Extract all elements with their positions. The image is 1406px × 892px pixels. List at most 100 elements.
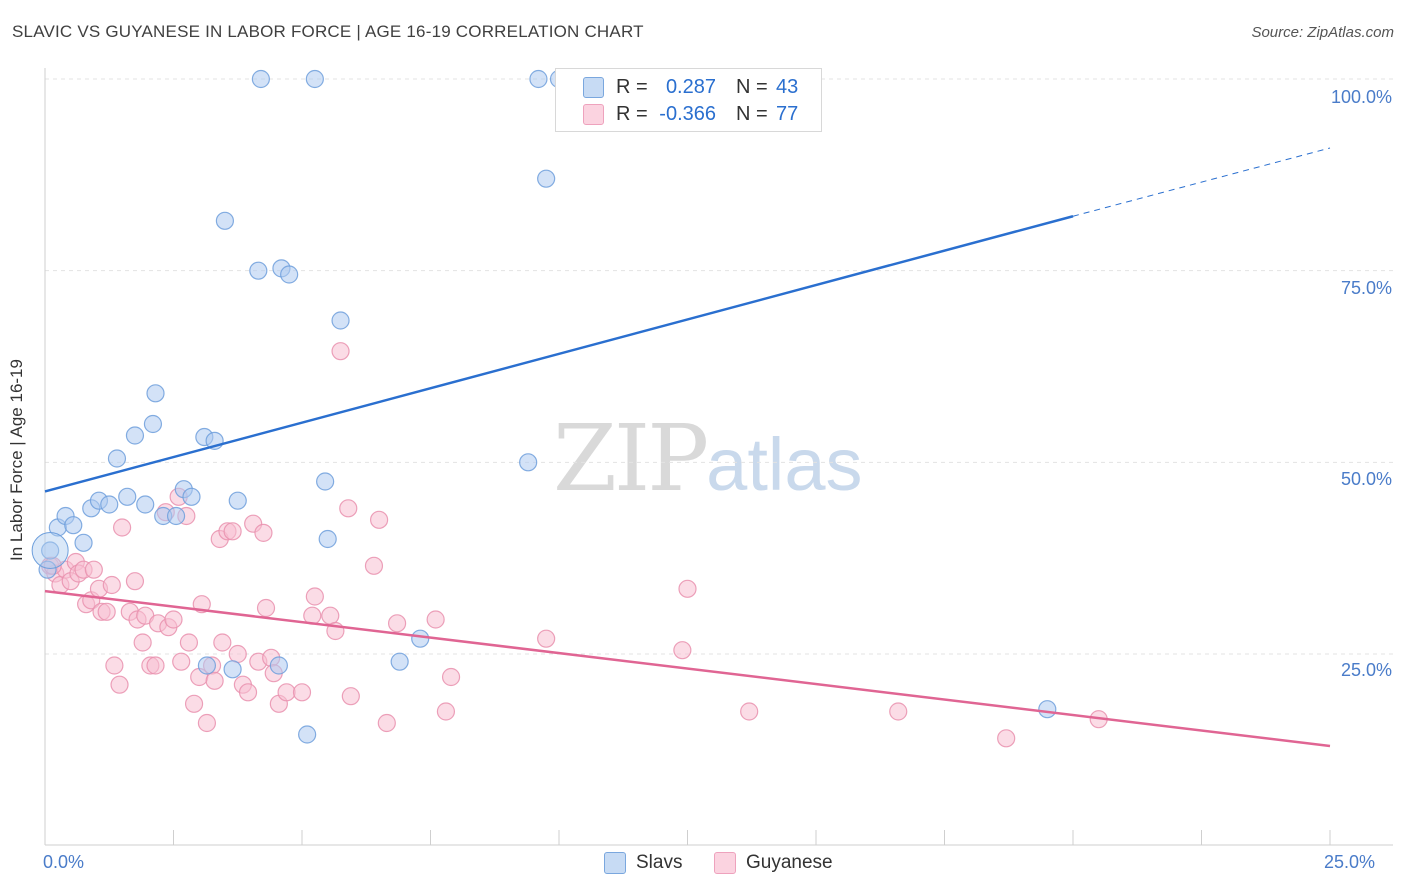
- guyanese-point: [889, 702, 908, 721]
- guyanese-point: [125, 572, 145, 591]
- slavs-point: [143, 414, 163, 434]
- guyanese-point: [238, 683, 258, 702]
- legend-label: Guyanese: [746, 852, 833, 873]
- n-value: 77: [776, 102, 799, 125]
- guyanese-point: [321, 606, 340, 625]
- guyanese-point: [997, 729, 1016, 748]
- guyanese-point: [146, 656, 165, 675]
- watermark: ZIPatlas: [553, 405, 862, 512]
- guyanese-point: [213, 633, 232, 652]
- x-tick-label: 0.0%: [43, 852, 85, 872]
- slavs-point: [223, 660, 242, 679]
- slavs-point: [64, 516, 83, 535]
- slavs-point: [1038, 700, 1057, 719]
- guyanese-point: [102, 575, 121, 595]
- guyanese-point: [184, 694, 204, 713]
- guyanese-point: [256, 598, 276, 618]
- guyanese-trend-line: [44, 589, 1331, 748]
- y-tick-label: 100.0%: [1330, 87, 1392, 107]
- y-tick-label: 50.0%: [1340, 469, 1392, 489]
- guyanese-swatch: [583, 104, 604, 125]
- n-value: 43: [776, 75, 799, 98]
- slavs-point: [146, 384, 165, 403]
- source-credit: Source: ZipAtlas.com: [1251, 24, 1394, 41]
- slavs-point: [269, 656, 288, 675]
- guyanese-point: [370, 510, 389, 529]
- y-tick-label: 25.0%: [1340, 660, 1392, 680]
- slavs-point: [537, 169, 556, 188]
- guyanese-point: [740, 702, 759, 721]
- slavs-point: [125, 426, 145, 445]
- slavs-point: [390, 652, 409, 671]
- slavs-point: [136, 495, 155, 514]
- guyanese-point: [164, 610, 183, 629]
- slavs-point: [251, 69, 270, 89]
- slavs-trend-extension: [1072, 147, 1331, 217]
- guyanese-point: [223, 522, 242, 541]
- slavs-cluster-point: [31, 532, 69, 569]
- slavs-trend-line: [44, 215, 1074, 493]
- r-label: R =: [616, 75, 648, 98]
- slavs-point: [316, 472, 335, 491]
- slavs-legend-swatch: [604, 852, 626, 874]
- guyanese-point: [254, 523, 273, 542]
- r-label: R =: [616, 102, 648, 125]
- guyanese-point: [197, 713, 217, 733]
- slavs-point: [331, 311, 350, 330]
- guyanese-point: [292, 683, 312, 702]
- guyanese-point: [105, 656, 124, 675]
- slavs-point: [38, 560, 57, 579]
- n-label: N =: [736, 75, 768, 98]
- guyanese-point: [84, 560, 103, 579]
- slavs-point: [215, 211, 234, 230]
- chart-title: SLAVIC VS GUYANESE IN LABOR FORCE | AGE …: [12, 22, 644, 41]
- slavs-point: [318, 529, 337, 549]
- slavs-point: [519, 453, 538, 472]
- guyanese-point: [377, 713, 396, 733]
- n-label: N =: [736, 102, 768, 125]
- guyanese-point: [441, 667, 461, 687]
- guyanese-point: [341, 687, 360, 706]
- guyanese-point: [228, 644, 247, 664]
- legend-item-guyanese: Guyanese: [714, 852, 833, 874]
- r-value: -0.366: [659, 102, 716, 125]
- guyanese-point: [426, 610, 445, 629]
- slavs-point: [249, 261, 268, 280]
- guyanese-point: [364, 556, 384, 575]
- guyanese-point: [97, 602, 116, 621]
- guyanese-legend-swatch: [714, 852, 736, 874]
- slavs-point: [100, 495, 119, 514]
- guyanese-point: [436, 702, 456, 721]
- guyanese-point: [673, 641, 692, 660]
- guyanese-point: [305, 587, 324, 606]
- slavs-point: [411, 629, 430, 648]
- legend-row-guyanese: R = -0.366 N = 77: [616, 101, 798, 127]
- y-tick-label: 75.0%: [1340, 278, 1392, 298]
- guyanese-point: [133, 633, 152, 652]
- slavs-point: [182, 487, 201, 506]
- guyanese-point: [537, 629, 556, 648]
- slavs-point: [298, 725, 317, 744]
- guyanese-point: [110, 675, 129, 694]
- slavs-point: [228, 491, 247, 510]
- guyanese-point: [339, 499, 358, 518]
- guyanese-point: [331, 342, 350, 361]
- legend-label: Slavs: [636, 852, 683, 873]
- slavs-point: [41, 541, 60, 560]
- correlation-legend: R = 0.287 N = 43 R = -0.366 N = 77: [555, 68, 822, 132]
- guyanese-point: [172, 652, 191, 671]
- slavs-point: [74, 533, 93, 552]
- slavs-point: [107, 449, 127, 468]
- watermark-zip: ZIP: [553, 405, 709, 512]
- guyanese-point: [387, 614, 407, 633]
- slavs-point: [118, 487, 137, 506]
- slavs-swatch: [583, 77, 604, 98]
- x-tick-label: 25.0%: [1324, 852, 1376, 872]
- guyanese-point: [205, 671, 224, 690]
- slavs-point: [305, 69, 324, 89]
- legend-row-slavs: R = 0.287 N = 43: [616, 74, 798, 100]
- slavs-point: [529, 69, 548, 89]
- slavs-point: [197, 656, 217, 675]
- watermark-atlas: atlas: [706, 423, 863, 506]
